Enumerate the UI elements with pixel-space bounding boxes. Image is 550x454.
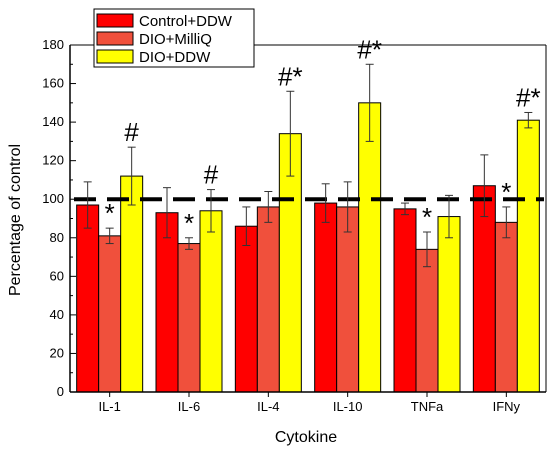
y-tick-label: 60 bbox=[50, 268, 64, 283]
y-tick-label: 180 bbox=[42, 37, 64, 52]
y-axis-title: Percentage of control bbox=[7, 144, 24, 296]
error-bar bbox=[423, 231, 431, 268]
error-bar bbox=[401, 202, 409, 216]
error-bar bbox=[127, 146, 136, 206]
y-tick-label: 160 bbox=[42, 76, 64, 91]
bar-dio-milliq-il-10 bbox=[336, 206, 360, 393]
legend-label: DIO+DDW bbox=[139, 49, 211, 66]
bar-dio-ddw-il-1 bbox=[120, 175, 144, 393]
error-bar bbox=[286, 90, 295, 177]
x-tick-label: IL-4 bbox=[257, 399, 279, 414]
significance-marker: #* bbox=[357, 34, 382, 64]
legend-label: Control+DDW bbox=[139, 13, 233, 30]
error-bar bbox=[321, 183, 330, 223]
axes-layer: 0 20 40 60 80 100 120 140 160 180 IL-1 IL-6 IL-4 IL-1… bbox=[42, 37, 547, 414]
error-bar bbox=[343, 181, 352, 233]
bar-dio-milliq-il-4 bbox=[256, 206, 280, 393]
bar-dio-milliq-ifny bbox=[494, 221, 518, 393]
significance-marker: * bbox=[184, 208, 194, 238]
error-bar bbox=[502, 206, 511, 239]
x-tick-label: IL-6 bbox=[178, 399, 200, 414]
y-tick-label: 140 bbox=[42, 114, 64, 129]
bar-control-ddw-il-6 bbox=[155, 212, 179, 393]
bar-control-ddw-tnfa bbox=[393, 208, 417, 393]
significance-marker: # bbox=[204, 160, 219, 190]
error-bar bbox=[163, 187, 171, 239]
error-bar bbox=[83, 181, 92, 229]
significance-marker: * bbox=[501, 177, 511, 207]
bar-dio-milliq-il-6 bbox=[177, 243, 201, 393]
bar-control-ddw-il-1 bbox=[76, 204, 100, 393]
x-tick-label: TNFa bbox=[411, 399, 444, 414]
y-tick-label: 20 bbox=[50, 345, 64, 360]
bars-layer bbox=[76, 102, 540, 393]
error-bar bbox=[105, 227, 114, 245]
y-tick-label: 80 bbox=[50, 230, 64, 245]
error-bar bbox=[207, 189, 215, 233]
significance-marker: # bbox=[124, 117, 139, 147]
x-tick-label: IL-1 bbox=[98, 399, 120, 414]
bar-control-ddw-il-10 bbox=[314, 202, 338, 393]
error-bars-layer bbox=[83, 63, 533, 268]
significance-marker: #* bbox=[278, 61, 303, 91]
error-bar bbox=[185, 237, 193, 250]
legend-swatch bbox=[96, 49, 134, 64]
y-tick-label: 40 bbox=[50, 307, 64, 322]
legend-swatch bbox=[96, 13, 134, 28]
bar-dio-ddw-ifny bbox=[516, 119, 540, 393]
significance-annotations-layer: *#*##*#***#* bbox=[105, 34, 541, 238]
significance-marker: #* bbox=[516, 82, 541, 112]
bar-dio-milliq-il-1 bbox=[98, 235, 122, 393]
x-tick-label: IFNy bbox=[493, 399, 521, 414]
x-tick-label: IL-10 bbox=[333, 399, 363, 414]
error-bar bbox=[264, 191, 273, 223]
bar-dio-ddw-tnfa bbox=[437, 216, 461, 393]
error-bar bbox=[480, 154, 489, 218]
bar-dio-ddw-il-10 bbox=[358, 102, 382, 393]
y-tick-label: 0 bbox=[57, 384, 64, 399]
significance-marker: * bbox=[105, 198, 115, 228]
x-axis-title: Cytokine bbox=[275, 429, 337, 446]
bar-dio-ddw-il-6 bbox=[199, 210, 223, 393]
error-bar bbox=[445, 194, 453, 239]
y-tick-label: 120 bbox=[42, 153, 64, 168]
significance-marker: * bbox=[422, 202, 432, 232]
error-bar bbox=[365, 63, 374, 142]
legend-swatch bbox=[96, 31, 134, 46]
bar-control-ddw-il-4 bbox=[234, 225, 258, 393]
y-tick-label: 100 bbox=[42, 191, 64, 206]
bar-dio-milliq-tnfa bbox=[415, 248, 439, 393]
error-bar bbox=[524, 111, 533, 129]
legend-label: DIO+MilliQ bbox=[139, 31, 212, 48]
error-bar bbox=[242, 206, 251, 246]
